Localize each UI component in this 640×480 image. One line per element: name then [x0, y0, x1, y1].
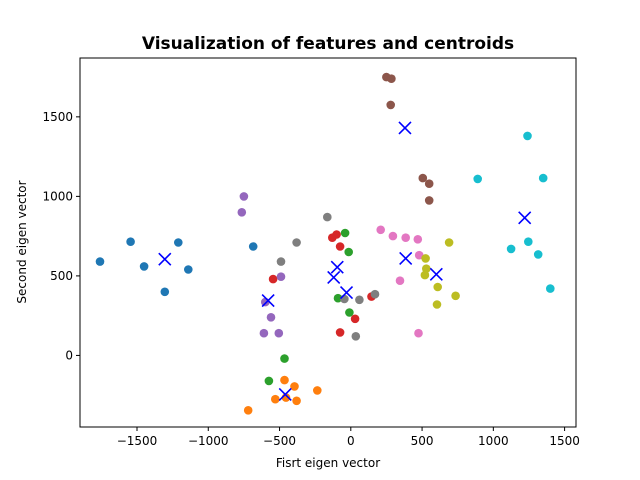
- scatter-point-s4-6: [276, 272, 286, 282]
- y-tick-label-0: 0: [65, 348, 73, 362]
- scatter-point-s6-6: [414, 328, 423, 338]
- scatter-point-s4-5: [274, 328, 284, 338]
- scatter-point-s0-3: [160, 287, 170, 297]
- centroid-marker-8: [429, 267, 443, 281]
- scatter-point-s5-5: [424, 196, 434, 205]
- x-tick-label-6: 1500: [549, 434, 580, 448]
- scatter-point-s6-2: [401, 233, 411, 242]
- scatter-point-s7-3: [340, 294, 349, 304]
- scatter-point-s5-2: [386, 100, 396, 110]
- centroid-marker-3: [327, 270, 341, 285]
- scatter-point-s1-4: [290, 382, 299, 391]
- x-axis-label: Fisrt eigen vector: [276, 456, 380, 470]
- scatter-point-s9-4: [524, 237, 533, 246]
- centroid-marker-1: [261, 293, 275, 308]
- scatter-point-s9-0: [523, 131, 532, 141]
- scatter-point-s5-1: [387, 74, 396, 83]
- centroid-marker-0: [158, 252, 172, 266]
- y-tick-label-2: 1000: [42, 189, 73, 203]
- scatter-point-s9-6: [546, 284, 555, 293]
- scatter-point-s2-5: [345, 308, 354, 317]
- scatter-point-s0-5: [184, 265, 193, 274]
- scatter-point-s7-4: [355, 295, 364, 305]
- scatter-point-s7-0: [323, 212, 332, 222]
- points-layer: [95, 72, 555, 415]
- scatter-point-s7-2: [292, 238, 301, 247]
- scatter-point-s3-5: [350, 314, 360, 324]
- scatter-point-s8-2: [422, 264, 431, 274]
- scatter-point-s8-6: [432, 300, 442, 309]
- scatter-point-s0-0: [95, 257, 105, 266]
- y-tick-label-1: 500: [50, 269, 73, 283]
- scatter-point-s6-0: [376, 225, 386, 235]
- scatter-point-s4-0: [239, 192, 249, 201]
- x-tick-label-5: 1000: [478, 434, 509, 448]
- scatter-point-s1-2: [280, 375, 289, 385]
- centroid-marker-7: [399, 251, 413, 265]
- scatter-point-s2-1: [280, 354, 289, 363]
- x-tick-label-4: 500: [411, 434, 434, 448]
- scatter-point-s4-1: [237, 208, 247, 217]
- scatter-point-s5-4: [424, 179, 434, 188]
- scatter-point-s2-3: [340, 228, 350, 238]
- scatter-point-s6-4: [414, 250, 424, 260]
- scatter-point-s0-6: [248, 242, 258, 251]
- scatter-point-s8-4: [433, 282, 443, 292]
- scatter-point-s8-5: [451, 291, 460, 301]
- y-tick-label-3: 1500: [42, 110, 73, 124]
- x-tick-label-3: 0: [347, 434, 355, 448]
- scatter-point-s3-4: [335, 328, 345, 337]
- scatter-point-s4-3: [266, 313, 276, 322]
- scatter-point-s0-4: [174, 238, 183, 247]
- scatter-point-s4-2: [261, 297, 270, 307]
- scatter-point-s2-4: [344, 247, 354, 257]
- centroid-marker-9: [518, 211, 532, 225]
- scatter-point-s3-3: [335, 242, 345, 251]
- scatter-point-s1-0: [243, 406, 253, 415]
- centroid-marker-4: [330, 260, 344, 274]
- x-tick-label-1: −1000: [188, 434, 229, 448]
- scatter-point-s1-5: [292, 396, 301, 406]
- scatter-point-s9-2: [538, 173, 548, 183]
- scatter-point-s8-1: [421, 254, 430, 263]
- y-axis-label: Second eigen vector: [15, 180, 29, 303]
- centroid-marker-2: [278, 387, 292, 401]
- scatter-point-s9-5: [533, 250, 543, 259]
- x-tick-label-2: −500: [263, 434, 296, 448]
- centroids-layer: [158, 121, 532, 401]
- scatter-point-s2-2: [333, 293, 343, 303]
- chart-title: Visualization of features and centroids: [142, 34, 514, 54]
- scatter-point-s9-1: [473, 174, 483, 184]
- scatter-point-s8-0: [444, 238, 454, 247]
- scatter-point-s8-3: [420, 270, 430, 280]
- scatter-point-s3-0: [268, 274, 278, 284]
- x-tick-label-0: −1500: [117, 434, 158, 448]
- scatter-point-s2-0: [264, 376, 274, 386]
- scatter-point-s3-2: [332, 230, 341, 239]
- scatter-point-s4-4: [259, 328, 269, 338]
- scatter-point-s7-1: [276, 257, 286, 266]
- scatter-point-s9-3: [506, 244, 516, 254]
- scatter-point-s5-3: [418, 173, 428, 183]
- centroid-marker-6: [398, 121, 412, 135]
- x-axis-ticks: −1500 −1000 −500 0 500 1000 1500: [117, 427, 580, 448]
- centroid-marker-5: [339, 286, 354, 300]
- scatter-point-s1-6: [313, 386, 322, 395]
- scatter-point-s0-2: [139, 262, 149, 271]
- scatter-point-s0-1: [126, 237, 135, 246]
- scatter-point-s7-5: [370, 289, 380, 299]
- scatter-point-s6-3: [413, 235, 423, 244]
- scatter-point-s1-1: [271, 394, 280, 404]
- scatter-point-s7-6: [351, 332, 361, 341]
- y-axis-ticks: 0 500 1000 1500: [42, 110, 80, 362]
- scatter-point-s6-5: [395, 276, 405, 286]
- plot-frame: [79, 57, 577, 428]
- scatter-point-s6-1: [388, 231, 398, 241]
